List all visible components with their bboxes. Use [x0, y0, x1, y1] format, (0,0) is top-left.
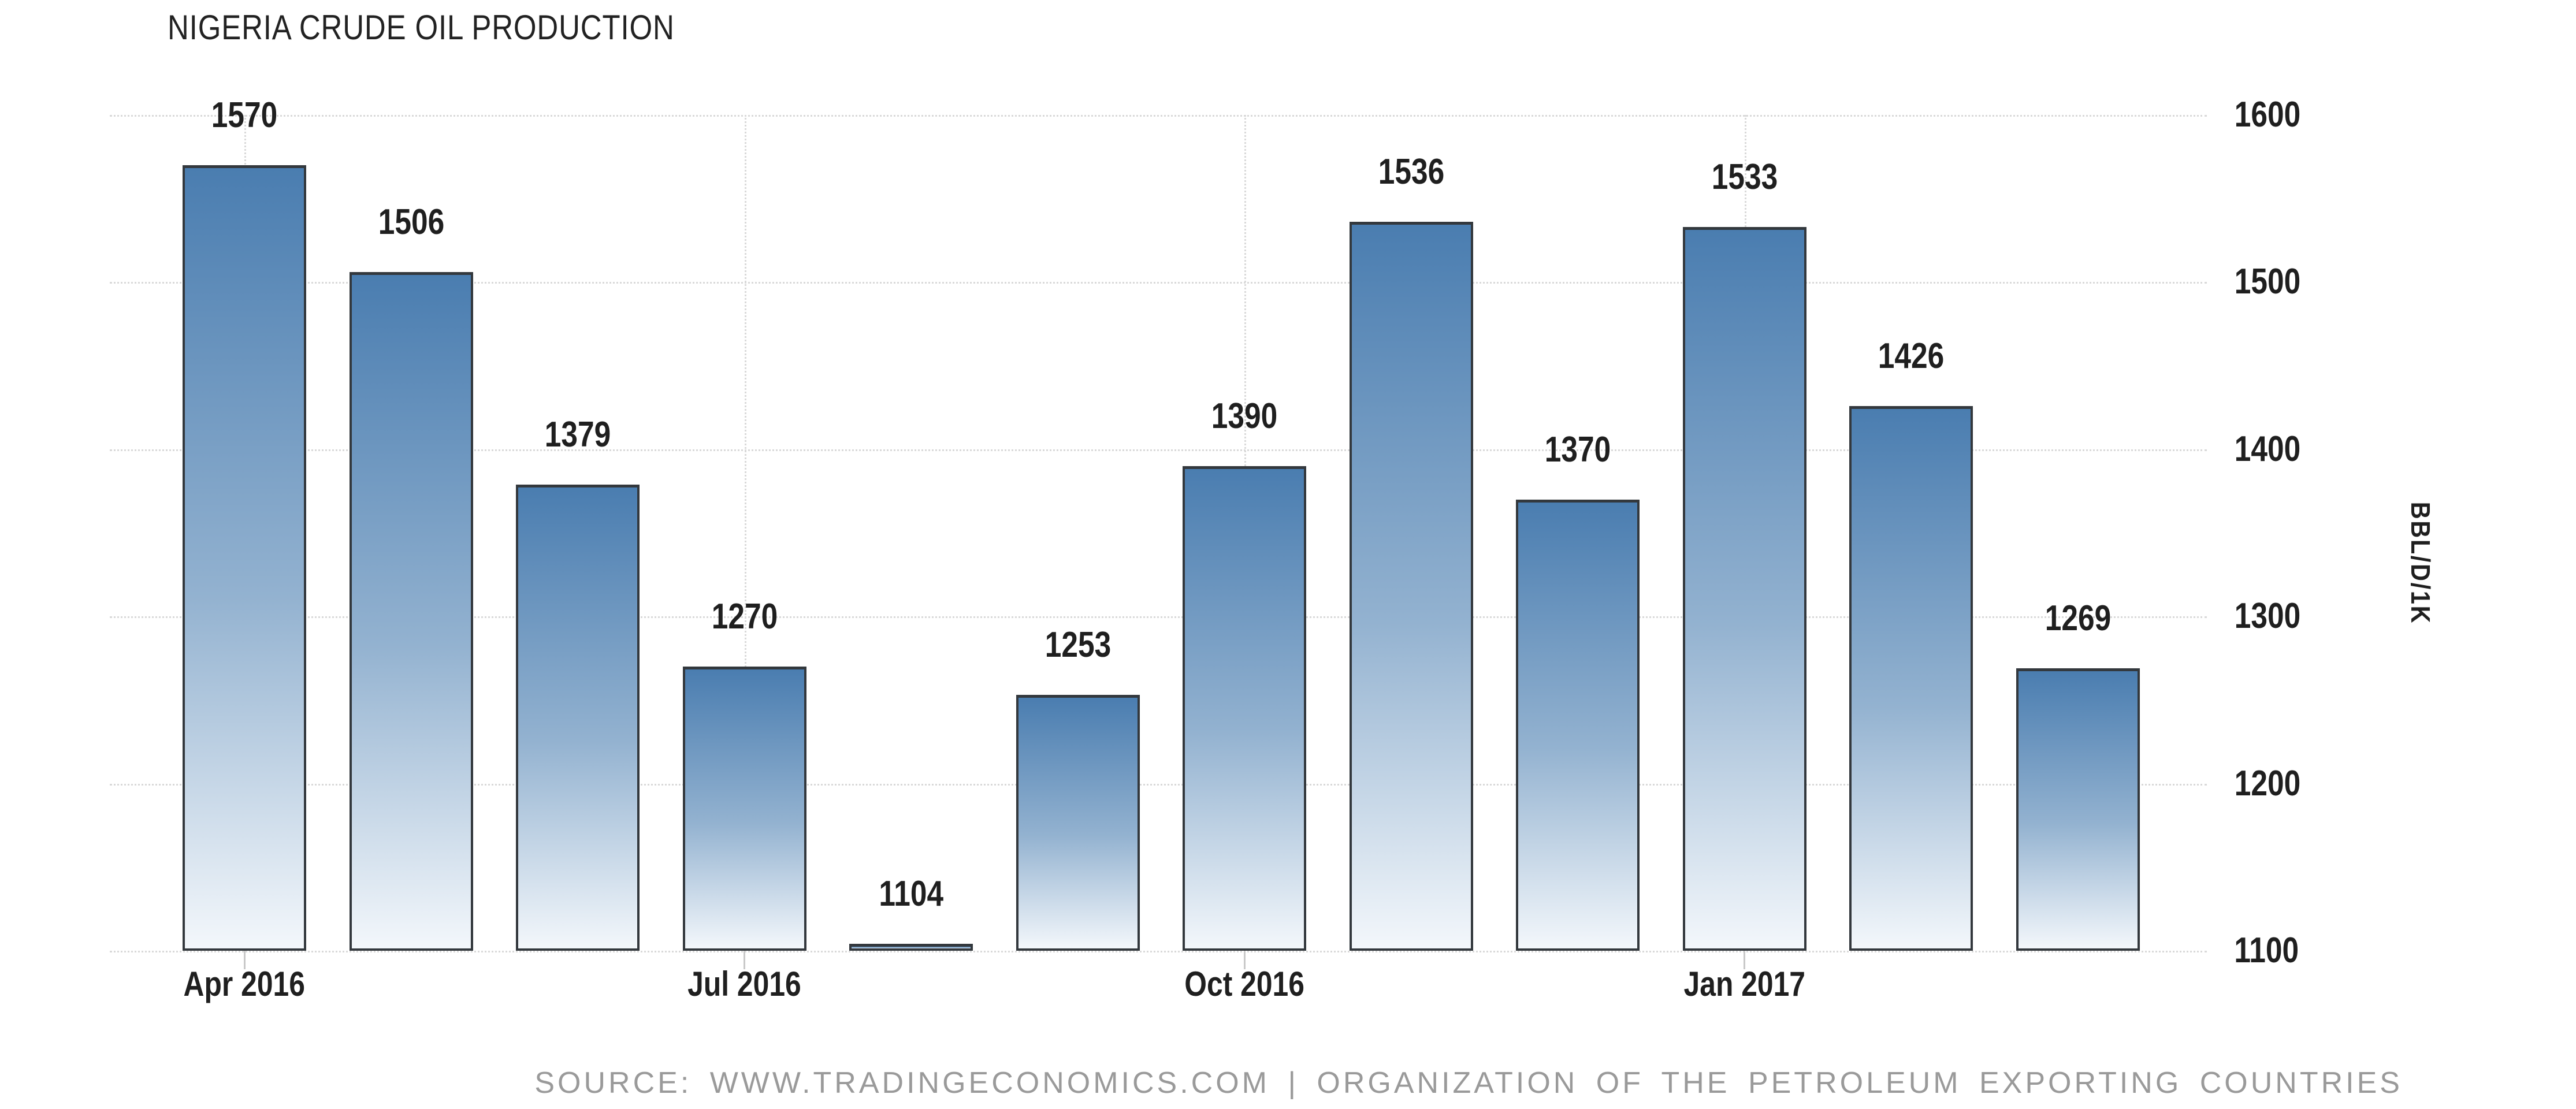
bar-6[interactable] [1183, 466, 1306, 951]
y-tick-label-1100: 1100 [2228, 932, 2401, 969]
bar-value-label-5-text: 1253 [1044, 625, 1111, 665]
bar-value-label-11: 1269 [1980, 600, 2176, 637]
y-tick-label-1600-text: 1600 [2234, 95, 2301, 135]
source-attribution: SOURCE: WWW.TRADINGECONOMICS.COM | ORGAN… [534, 1066, 2403, 1100]
y-tick-label-1200-text: 1200 [2234, 763, 2301, 803]
bar-7[interactable] [1349, 222, 1473, 951]
bar-value-label-9: 1533 [1646, 157, 1843, 197]
bar-8[interactable] [1516, 499, 1640, 951]
bar-value-label-11-text: 1269 [2045, 598, 2111, 638]
y-axis-unit-label: BBL/D/1K [2406, 501, 2436, 625]
bar-9[interactable] [1682, 226, 1806, 951]
x-tick-mark-oct-2016 [1243, 951, 1246, 969]
y-tick-label-1300: 1300 [2228, 598, 2401, 635]
x-tick-mark-apr-2016 [243, 951, 246, 969]
x-tick-mark-jan-2017 [1744, 951, 1745, 969]
bar-value-label-6-text: 1390 [1211, 396, 1278, 436]
bar-value-label-7: 1536 [1313, 154, 1510, 191]
h-gridline-1200 [110, 783, 2207, 786]
y-tick-label-1300-text: 1300 [2234, 596, 2301, 637]
x-tick-label-jan-2017-text: Jan 2017 [1683, 965, 1805, 1003]
bar-value-label-10-text: 1426 [1878, 336, 1945, 376]
chart-title: NIGERIA CRUDE OIL PRODUCTION [168, 9, 764, 46]
bar-0[interactable] [183, 165, 306, 951]
v-gridline-jul-2016 [744, 115, 746, 951]
h-gridline-1400 [110, 449, 2207, 451]
y-tick-label-1500-text: 1500 [2234, 262, 2301, 302]
y-tick-label-1200: 1200 [2228, 765, 2401, 802]
bar-10[interactable] [1849, 405, 1973, 951]
bar-value-label-3-text: 1270 [711, 597, 778, 637]
bar-value-label-2-text: 1379 [544, 414, 611, 455]
bar-4[interactable] [849, 944, 973, 951]
bar-value-label-9-text: 1533 [1711, 157, 1778, 197]
bar-3[interactable] [682, 667, 806, 951]
h-gridline-1300 [110, 616, 2207, 619]
x-tick-label-jul-2016-text: Jul 2016 [687, 965, 801, 1003]
bar-value-label-0-text: 1570 [211, 95, 278, 135]
x-tick-label-apr-2016: Apr 2016 [117, 966, 371, 1003]
bar-5[interactable] [1016, 695, 1140, 951]
bar-value-label-2: 1379 [479, 416, 676, 453]
bar-value-label-1-text: 1506 [378, 202, 444, 243]
y-tick-label-1400: 1400 [2228, 429, 2401, 469]
h-gridline-1100 [110, 951, 2207, 952]
y-tick-label-1600: 1600 [2228, 96, 2401, 133]
bar-value-label-1: 1506 [313, 204, 510, 241]
bar-value-label-8: 1370 [1480, 431, 1676, 468]
x-tick-label-jan-2017: Jan 2017 [1618, 966, 1872, 1003]
x-tick-label-oct-2016: Oct 2016 [1117, 966, 1371, 1003]
bar-value-label-3: 1270 [646, 598, 843, 635]
x-tick-label-jul-2016: Jul 2016 [618, 966, 872, 1003]
bar-value-label-10: 1426 [1813, 336, 2009, 376]
x-tick-label-apr-2016-text: Apr 2016 [183, 965, 306, 1003]
bar-value-label-7-text: 1536 [1378, 152, 1444, 192]
chart-title-text: NIGERIA CRUDE OIL PRODUCTION [168, 8, 675, 47]
bar-value-label-8-text: 1370 [1544, 429, 1611, 470]
h-gridline-1500 [110, 282, 2207, 284]
bar-11[interactable] [2016, 668, 2140, 951]
bar-2[interactable] [516, 484, 640, 951]
bar-value-label-0: 1570 [146, 95, 343, 135]
bar-value-label-5: 1253 [980, 627, 1176, 664]
bar-value-label-4: 1104 [813, 876, 1009, 913]
x-tick-mark-jul-2016 [744, 951, 745, 969]
y-tick-label-1400-text: 1400 [2234, 429, 2301, 469]
h-gridline-1600 [110, 115, 2207, 117]
bar-value-label-4-text: 1104 [879, 874, 943, 914]
y-tick-label-1100-text: 1100 [2234, 931, 2299, 970]
bar-1[interactable] [349, 272, 473, 951]
bar-value-label-6: 1390 [1146, 396, 1343, 436]
y-tick-label-1500: 1500 [2228, 263, 2401, 300]
x-tick-label-oct-2016-text: Oct 2016 [1184, 965, 1304, 1003]
